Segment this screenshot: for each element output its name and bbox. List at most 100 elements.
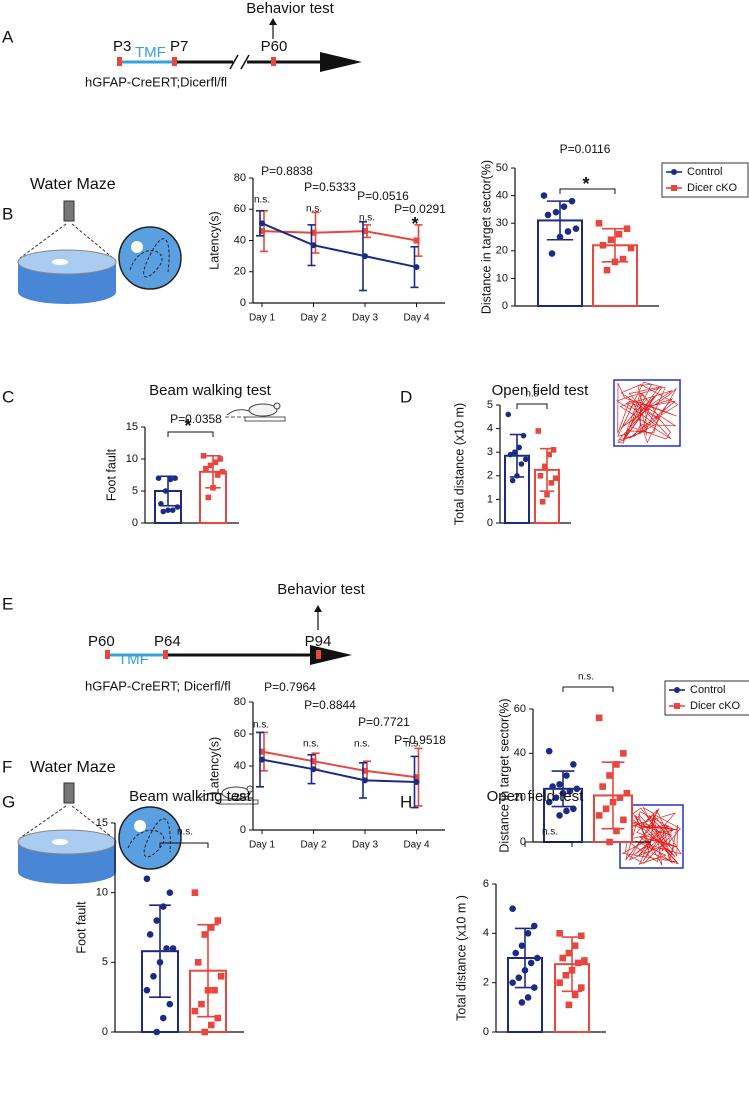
data-point — [613, 761, 620, 768]
data-point — [310, 242, 317, 249]
y-tick-label: 50 — [496, 162, 508, 174]
panel-letter: C — [2, 387, 14, 406]
time-marker — [117, 57, 122, 66]
data-point — [217, 972, 225, 980]
data-point — [518, 942, 526, 949]
y-tick-label: 0 — [502, 300, 508, 312]
y-tick-label: 10 — [496, 272, 508, 284]
panel-letter: H — [400, 792, 412, 811]
y-tick-label: 80 — [234, 696, 246, 708]
panel-letter: E — [2, 594, 13, 613]
timeline-a: Behavior test P3 TMF P7 P60 hGFAP-CreERT… — [85, 0, 362, 89]
data-point — [571, 942, 579, 949]
significance: n.s. — [303, 739, 319, 750]
data-point — [545, 747, 553, 755]
data-point — [310, 766, 317, 773]
illustration-label: Water Maze — [30, 176, 116, 193]
legend-marker — [671, 185, 677, 191]
y-tick-label: 30 — [496, 217, 508, 229]
significance: * — [411, 214, 418, 234]
pool-top-view — [118, 226, 182, 290]
data-point — [602, 805, 610, 813]
time-label: P3 — [113, 38, 131, 55]
platform — [134, 820, 146, 832]
bracket — [516, 403, 548, 409]
data-point — [214, 472, 221, 478]
y-axis-label: Latency(s) — [207, 211, 221, 269]
data-point — [169, 945, 177, 952]
data-point — [565, 1001, 573, 1009]
data-point — [153, 1028, 161, 1036]
y-tick-label: 4 — [483, 927, 489, 939]
panel-letter: F — [2, 757, 12, 776]
data-point — [150, 972, 157, 980]
event-label: Behavior test — [246, 0, 334, 17]
data-point — [577, 932, 585, 940]
data-point — [509, 979, 516, 986]
treatment-label: TMF — [118, 651, 149, 668]
y-axis-label: Latency(s) — [207, 737, 221, 795]
data-point — [595, 714, 603, 722]
data-point — [201, 931, 209, 938]
y-tick-label: 0 — [520, 836, 526, 848]
track-path — [616, 381, 679, 444]
y-tick-label: 60 — [234, 728, 246, 740]
data-point — [143, 986, 151, 994]
data-point — [563, 772, 570, 779]
data-point — [310, 758, 317, 765]
p-value: P=0.0116 — [560, 142, 611, 156]
y-tick-label: 4 — [487, 423, 493, 435]
legend-label: Dicer cKO — [687, 182, 738, 194]
mouse-icon — [198, 785, 259, 805]
y-tick-label: 40 — [496, 190, 508, 202]
y-tick-label: 2 — [483, 977, 489, 989]
data-point — [413, 264, 420, 271]
legend-marker — [674, 703, 680, 709]
timeline-e: Behavior test P60 TMF P64 P94 hGFAP-CreE… — [85, 581, 366, 693]
data-point — [606, 838, 613, 846]
data-point — [160, 508, 167, 515]
data-point — [212, 459, 219, 465]
data-point — [203, 465, 209, 472]
data-point — [562, 971, 570, 979]
camera — [63, 200, 75, 222]
data-point — [537, 473, 544, 479]
p-value: P=0.0358 — [170, 412, 222, 426]
data-point — [542, 463, 548, 470]
data-point — [217, 456, 223, 462]
data-point — [620, 750, 627, 757]
data-point — [552, 208, 560, 216]
significance: n.s. — [405, 739, 421, 750]
data-point — [310, 229, 317, 236]
open-field-track — [613, 379, 681, 447]
chart-title: Beam walking test — [149, 382, 272, 399]
data-point — [259, 228, 265, 235]
data-point — [413, 774, 420, 781]
pool-top-view — [118, 806, 182, 870]
p-value: P=0.0291 — [394, 202, 446, 216]
y-tick-label: 15 — [126, 421, 138, 433]
y-axis-label: Distance in target sector(%) — [479, 160, 493, 314]
view-line — [19, 805, 67, 839]
legend-marker — [671, 169, 677, 175]
data-point — [143, 875, 151, 883]
time-label: P64 — [154, 633, 181, 650]
p-value: P=0.7964 — [264, 680, 316, 694]
data-point — [159, 903, 167, 910]
data-point — [153, 917, 161, 924]
data-point — [623, 789, 631, 797]
data-point — [571, 991, 579, 999]
y-tick-label: 20 — [496, 245, 508, 257]
y-tick-label: 5 — [102, 956, 108, 968]
y-tick-label: 3 — [487, 446, 493, 458]
data-point — [194, 959, 202, 966]
data-point — [259, 748, 265, 755]
water-maze-f: Water Maze — [17, 759, 182, 884]
data-point — [564, 228, 572, 235]
y-axis-label: Foot fault — [104, 448, 118, 501]
data-point — [595, 812, 603, 819]
treatment-label: TMF — [135, 44, 166, 61]
data-point — [219, 469, 226, 475]
genotype: hGFAP-CreERT; Dicerfl/fl — [85, 678, 231, 693]
data-point — [627, 244, 635, 252]
